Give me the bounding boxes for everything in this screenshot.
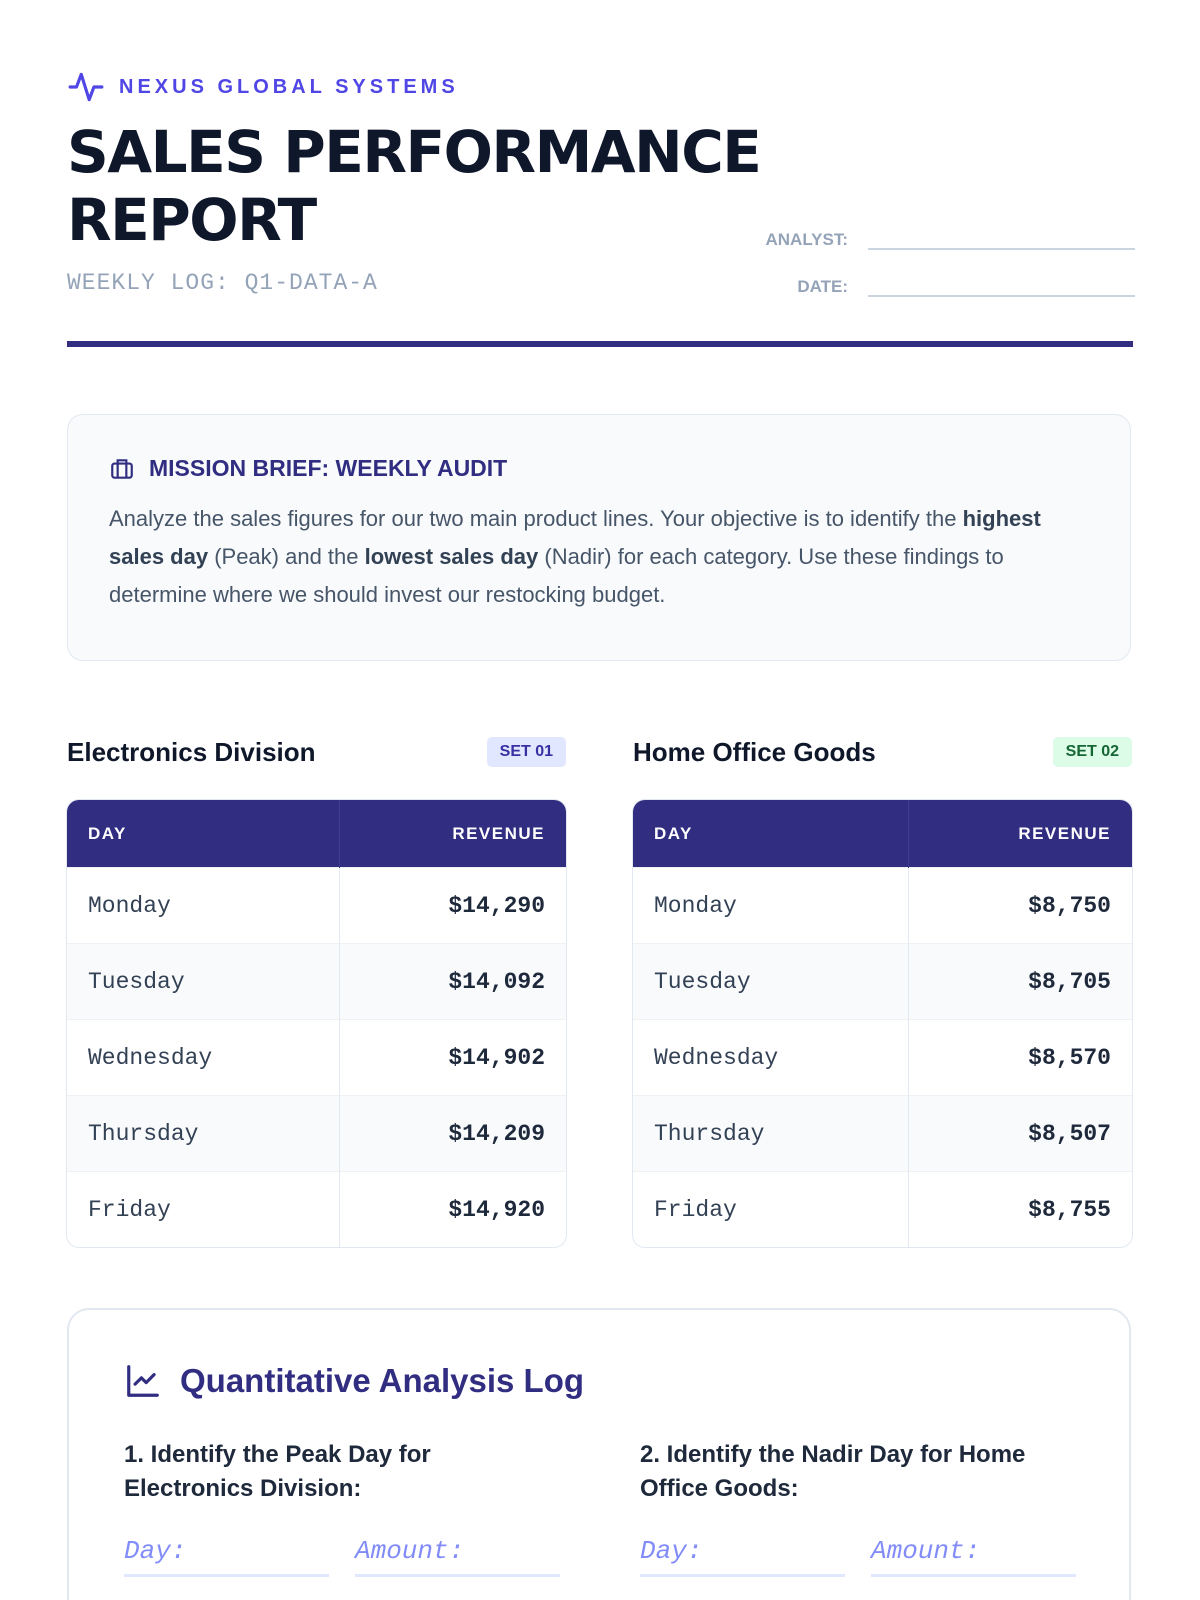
question: 2. Identify the Nadir Day for Home Offic… xyxy=(640,1438,1076,1577)
revenue-cell: $14,920 xyxy=(338,1171,566,1247)
table-row: Wednesday $8,570 xyxy=(633,1019,1132,1096)
table-row: Friday $14,920 xyxy=(67,1171,566,1247)
table-header: Electronics Division SET 01 xyxy=(67,734,566,770)
brand: NEXUS GLOBAL SYSTEMS xyxy=(67,68,459,106)
analyst-field: ANALYST: xyxy=(740,226,1135,250)
table-section: Home Office Goods SET 02 DAY REVENUE Monday $… xyxy=(633,734,1132,1247)
emphasis: highest sales day xyxy=(109,506,1041,569)
question: 1. Identify the Peak Day for Electronics… xyxy=(124,1438,560,1577)
day-cell: Friday xyxy=(67,1171,340,1247)
data-table: DAY REVENUE Monday $8,750 Tuesday $8,705 Wedne… xyxy=(633,800,1132,1247)
badge: SET 01 xyxy=(486,737,566,767)
briefcase-icon xyxy=(111,458,133,479)
answer-field: Day: xyxy=(640,1536,845,1577)
revenue-cell: $14,902 xyxy=(338,1019,566,1096)
brief-heading: MISSION BRIEF: WEEKLY AUDIT xyxy=(109,455,1089,482)
answer-fields: Day: Amount: xyxy=(640,1536,1076,1577)
day-cell: Thursday xyxy=(67,1095,340,1172)
field-line xyxy=(868,226,1135,250)
day-cell: Monday xyxy=(633,867,909,944)
revenue-cell: $8,507 xyxy=(908,1095,1132,1172)
field-label: ANALYST: xyxy=(765,230,849,249)
revenue-cell: $14,092 xyxy=(338,943,566,1020)
revenue-cell: $8,755 xyxy=(908,1171,1132,1247)
brief-text: Analyze the sales figures for our two ma… xyxy=(109,500,1089,614)
date-field: DATE: xyxy=(740,273,1135,297)
table-row: Wednesday $14,902 xyxy=(67,1019,566,1096)
table-body: Monday $8,750 Tuesday $8,705 Wednesday $8,570… xyxy=(633,867,1132,1247)
table-row: Friday $8,755 xyxy=(633,1171,1132,1247)
day-cell: Tuesday xyxy=(67,943,340,1020)
table-title: Home Office Goods xyxy=(633,736,876,767)
analysis-heading: Quantitative Analysis Log xyxy=(124,1362,1074,1400)
emphasis: lowest sales day xyxy=(364,544,539,569)
table-head: DAY REVENUE xyxy=(67,800,566,868)
field-line xyxy=(868,273,1135,297)
table-row: Monday $8,750 xyxy=(633,867,1132,944)
divider xyxy=(67,341,1133,347)
revenue-cell: $14,209 xyxy=(338,1095,566,1172)
chart-icon xyxy=(127,1365,159,1397)
column-header: REVENUE xyxy=(338,800,566,868)
column-header: DAY xyxy=(633,800,909,868)
column-header: REVENUE xyxy=(908,800,1132,868)
column-header: DAY xyxy=(67,800,340,868)
revenue-cell: $8,570 xyxy=(908,1019,1132,1096)
analysis-box: Quantitative Analysis Log 1. Identify th… xyxy=(67,1308,1131,1600)
table-head: DAY REVENUE xyxy=(633,800,1132,868)
badge: SET 02 xyxy=(1052,737,1132,767)
answer-fields: Day: Amount: xyxy=(124,1536,560,1577)
day-cell: Tuesday xyxy=(633,943,909,1020)
table-header: Home Office Goods SET 02 xyxy=(633,734,1132,770)
answer-field: Amount: xyxy=(355,1536,560,1577)
revenue-cell: $8,705 xyxy=(908,943,1132,1020)
text: (Peak) and the xyxy=(208,544,365,569)
table-row: Thursday $8,507 xyxy=(633,1095,1132,1172)
question-text: 2. Identify the Nadir Day for Home Offic… xyxy=(640,1441,1026,1502)
table-section: Electronics Division SET 01 DAY REVENUE Mond… xyxy=(67,734,566,1247)
table-row: Thursday $14,209 xyxy=(67,1095,566,1172)
table-row: Tuesday $14,092 xyxy=(67,943,566,1020)
table-row: Monday $14,290 xyxy=(67,867,566,944)
day-cell: Wednesday xyxy=(633,1019,909,1096)
data-table: DAY REVENUE Monday $14,290 Tuesday $14,092 Wed… xyxy=(67,800,566,1247)
header-row: DAY REVENUE xyxy=(633,800,1132,868)
report-subtitle: WEEKLY LOG: Q1-DATA-A xyxy=(67,270,378,296)
revenue-cell: $14,290 xyxy=(338,867,566,944)
brief-box: MISSION BRIEF: WEEKLY AUDIT Analyze the … xyxy=(67,414,1131,661)
table-title: Electronics Division xyxy=(67,736,316,767)
text: Analyze the sales figures for our two ma… xyxy=(109,506,963,531)
table-row: Tuesday $8,705 xyxy=(633,943,1132,1020)
brand-name: NEXUS GLOBAL SYSTEMS xyxy=(119,75,459,98)
brief-title: MISSION BRIEF: WEEKLY AUDIT xyxy=(149,455,508,481)
report-title: SALES PERFORMANCE REPORT xyxy=(67,118,762,254)
question-text: 1. Identify the Peak Day for Electronics… xyxy=(124,1441,431,1502)
pulse-icon xyxy=(68,72,104,102)
field-label: DATE: xyxy=(797,277,848,296)
revenue-cell: $8,750 xyxy=(908,867,1132,944)
table-body: Monday $14,290 Tuesday $14,092 Wednesday $14,… xyxy=(67,867,566,1247)
answer-field: Day: xyxy=(124,1536,329,1577)
day-cell: Friday xyxy=(633,1171,909,1247)
analysis-title: Quantitative Analysis Log xyxy=(180,1362,585,1399)
text: (Nadir) for each category. Use these fin… xyxy=(109,544,1004,607)
answer-field: Amount: xyxy=(871,1536,1076,1577)
day-cell: Monday xyxy=(67,867,340,944)
header-row: DAY REVENUE xyxy=(67,800,566,868)
day-cell: Thursday xyxy=(633,1095,909,1172)
questions: 1. Identify the Peak Day for Electronics… xyxy=(124,1438,1076,1577)
day-cell: Wednesday xyxy=(67,1019,340,1096)
